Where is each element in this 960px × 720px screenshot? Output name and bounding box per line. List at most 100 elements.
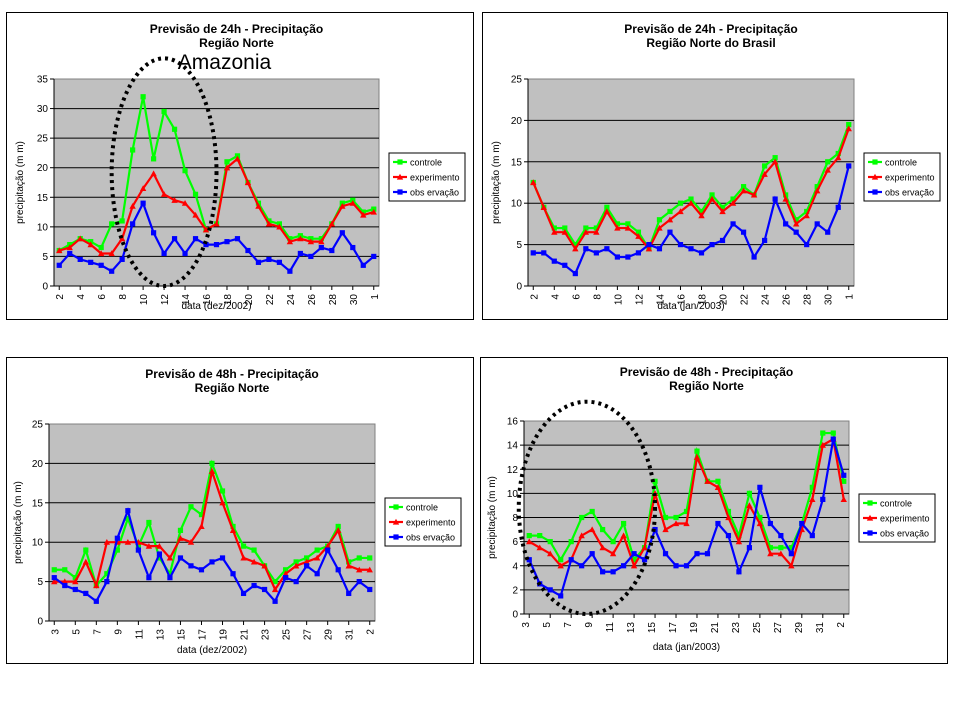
x-axis-label: data (dez/2002) <box>177 645 247 656</box>
y-axis-label: precipitação (m m) <box>487 476 498 559</box>
data-point <box>304 563 310 569</box>
x-tick-label: 23 <box>261 629 272 641</box>
data-point <box>72 586 78 593</box>
data-point <box>61 578 68 585</box>
data-point <box>297 250 303 257</box>
chart-panel-1: Previsão de 24h - Precipitação Região Nor… <box>6 12 474 320</box>
legend-label: controle <box>880 499 912 509</box>
x-tick-label: 15 <box>176 629 187 641</box>
data-point <box>51 567 57 573</box>
data-point <box>840 496 847 503</box>
data-point <box>725 532 732 539</box>
legend-label: obs ervação <box>880 529 929 539</box>
data-point <box>229 527 237 533</box>
data-point <box>788 562 795 569</box>
data-point <box>334 527 342 533</box>
data-point <box>230 571 236 577</box>
data-point <box>98 244 104 251</box>
data-point <box>244 179 252 186</box>
data-point <box>561 228 569 235</box>
data-point <box>146 519 152 526</box>
x-tick-label: 2 <box>836 622 847 628</box>
data-point <box>526 532 532 539</box>
data-point <box>161 108 167 115</box>
legend-marker <box>393 534 399 540</box>
chart-title: Previsão de 24h - Precipitação <box>150 22 323 36</box>
highlight-ellipse <box>109 56 219 288</box>
data-point <box>366 566 373 573</box>
data-point <box>603 208 611 215</box>
data-point <box>536 544 543 551</box>
data-point <box>767 550 774 557</box>
y-tick-label: 25 <box>511 75 523 86</box>
data-point <box>145 542 153 549</box>
x-tick-label: 17 <box>197 629 208 641</box>
chart-panel-3: Previsão de 48h - Precipitação Região Nor… <box>6 357 474 664</box>
data-point <box>792 220 800 227</box>
data-point <box>346 590 352 597</box>
data-point <box>799 520 805 527</box>
data-point <box>293 579 299 585</box>
data-point <box>108 250 115 257</box>
plot-area <box>48 423 376 622</box>
legend-label: controle <box>406 503 438 513</box>
data-point <box>635 229 642 235</box>
x-tick-label: 5 <box>71 629 82 635</box>
data-point <box>845 125 852 132</box>
data-point <box>328 220 336 227</box>
x-tick-label: 8 <box>118 294 129 300</box>
data-point <box>66 244 73 251</box>
data-point <box>757 484 763 490</box>
data-point <box>167 575 173 581</box>
data-point <box>125 515 131 522</box>
data-point <box>72 578 79 585</box>
data-point <box>103 539 111 545</box>
data-point <box>746 545 753 551</box>
x-tick-label: 31 <box>345 629 356 641</box>
data-point <box>62 567 68 573</box>
data-point <box>589 551 595 557</box>
data-point <box>820 430 826 436</box>
data-point <box>150 170 157 177</box>
data-point <box>251 547 257 553</box>
data-point <box>631 551 637 557</box>
data-point <box>814 221 820 227</box>
data-point <box>793 229 799 235</box>
data-point <box>83 590 89 597</box>
data-point <box>104 579 110 585</box>
data-point <box>119 218 125 224</box>
data-point <box>625 221 631 227</box>
x-tick-label: 30 <box>349 294 360 306</box>
data-point <box>793 217 799 223</box>
y-tick-label: 12 <box>507 465 519 476</box>
y-tick-label: 35 <box>37 75 49 86</box>
data-point <box>635 250 642 256</box>
chart-panel-2: Previsão de 24h - Precipitação Região Nor… <box>482 12 948 320</box>
x-tick-label: 27 <box>303 629 314 641</box>
legend-marker <box>871 173 879 180</box>
data-point <box>788 551 794 557</box>
data-point <box>593 250 599 256</box>
data-point <box>255 259 262 265</box>
data-point <box>87 241 94 248</box>
x-tick-label: 12 <box>160 294 171 306</box>
y-tick-label: 10 <box>32 538 44 549</box>
data-point <box>783 192 789 198</box>
data-point <box>304 555 310 561</box>
data-point <box>171 126 178 132</box>
data-point <box>583 225 589 231</box>
data-point <box>588 526 596 533</box>
data-point <box>234 155 241 162</box>
data-point <box>620 563 627 569</box>
data-point <box>98 262 104 268</box>
legend-label: obs ervação <box>410 188 459 198</box>
data-point <box>677 200 684 206</box>
chart-subtitle: Região Norte <box>199 36 274 50</box>
data-point <box>673 563 679 569</box>
data-point <box>219 499 226 506</box>
x-tick-label: 29 <box>794 622 805 634</box>
data-point <box>609 550 617 557</box>
x-tick-label: 15 <box>647 622 658 634</box>
y-tick-label: 14 <box>507 441 519 452</box>
data-point <box>234 236 241 242</box>
